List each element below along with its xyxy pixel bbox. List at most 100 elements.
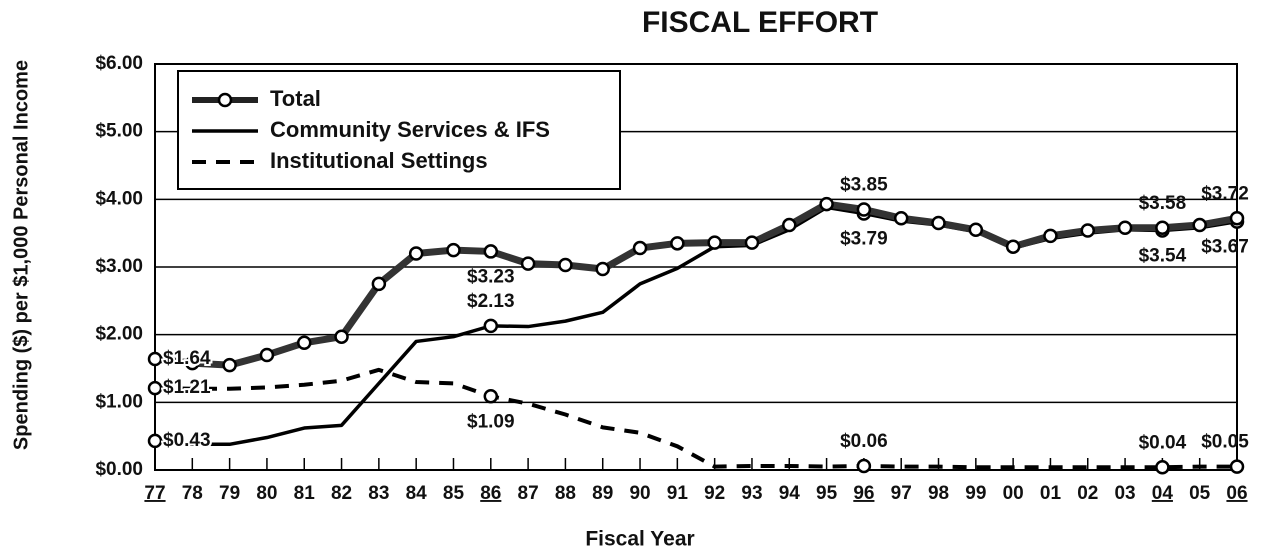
data-label: $3.67 [1201, 237, 1249, 258]
x-tick-label: 89 [592, 483, 613, 504]
data-label: $3.58 [1139, 193, 1187, 214]
point-marker [1080, 223, 1096, 238]
point-marker [483, 318, 499, 334]
x-tick-label: 06 [1226, 483, 1247, 504]
point-marker [222, 357, 237, 373]
x-tick-label: 05 [1189, 483, 1211, 504]
x-tick-label: 92 [704, 483, 725, 504]
legend-marker [217, 92, 233, 108]
point-marker [744, 235, 760, 250]
series-line [154, 200, 1238, 369]
point-marker [558, 257, 573, 273]
point-marker [371, 276, 387, 292]
x-tick-label: 88 [555, 483, 576, 504]
point-marker [968, 222, 984, 238]
point-marker [1043, 228, 1058, 244]
point-marker [1155, 460, 1170, 475]
x-tick-label: 99 [965, 483, 986, 504]
x-tick-label: 97 [891, 483, 912, 504]
point-marker [1229, 211, 1245, 226]
data-label: $0.06 [840, 431, 888, 452]
point-marker [856, 202, 872, 217]
point-marker [595, 261, 610, 277]
point-marker [782, 217, 797, 233]
point-marker [147, 380, 163, 396]
point-marker [147, 433, 163, 449]
point-marker [483, 244, 499, 259]
x-tick-label: 94 [779, 483, 801, 504]
y-tick-label: $2.00 [95, 324, 143, 345]
data-label: $1.09 [467, 411, 515, 432]
x-tick-label: 78 [182, 483, 203, 504]
y-tick-label: $1.00 [95, 391, 143, 412]
x-tick-label: 04 [1152, 483, 1174, 504]
point-marker [259, 347, 275, 363]
x-tick-label: 96 [853, 483, 874, 504]
legend-label: Total [270, 86, 321, 111]
data-label: $3.54 [1139, 245, 1187, 266]
x-tick-label: 84 [406, 483, 428, 504]
point-marker [1155, 220, 1170, 236]
point-marker [893, 211, 909, 226]
data-label: $3.85 [840, 174, 888, 195]
x-tick-label: 02 [1077, 483, 1098, 504]
point-marker [520, 256, 536, 271]
y-tick-label: $6.00 [95, 53, 143, 74]
point-marker [670, 236, 685, 251]
point-marker [185, 355, 200, 371]
x-tick-label: 90 [629, 483, 650, 504]
x-tick-label: 79 [219, 483, 240, 504]
x-tick-label: 98 [928, 483, 949, 504]
x-tick-label: 86 [480, 483, 501, 504]
x-tick-label: 82 [331, 483, 352, 504]
legend-label: Community Services & IFS [270, 117, 550, 142]
x-tick-label: 91 [667, 483, 689, 504]
legend: Total Community Services & IFS Institution… [177, 70, 621, 190]
point-marker [856, 458, 872, 474]
point-marker [446, 242, 461, 258]
data-label: $1.21 [163, 377, 211, 398]
data-label: $3.79 [840, 229, 888, 250]
data-label: $0.04 [1139, 432, 1187, 453]
data-label: $2.13 [467, 291, 515, 312]
x-tick-label: 01 [1040, 483, 1062, 504]
point-marker [483, 388, 499, 404]
data-label: $3.23 [467, 266, 515, 287]
chart-title: FISCAL EFFORT [642, 6, 878, 39]
point-marker [334, 329, 349, 344]
point-marker [819, 196, 834, 212]
x-tick-label: 00 [1003, 483, 1024, 504]
point-marker [1192, 217, 1207, 233]
x-tick-label: 83 [368, 483, 389, 504]
data-label: $0.05 [1201, 432, 1249, 453]
point-marker [147, 351, 163, 367]
y-tick-label: $4.00 [95, 188, 143, 209]
legend-label: Institutional Settings [270, 148, 488, 173]
y-tick-label: $5.00 [95, 121, 143, 142]
x-tick-label: 87 [518, 483, 539, 504]
point-marker [1005, 239, 1021, 254]
y-tick-label: $3.00 [95, 256, 143, 277]
y-axis-label: Spending ($) per $1,000 Personal Income [10, 60, 32, 450]
data-label: $0.43 [163, 430, 211, 451]
data-label: $1.64 [163, 348, 211, 369]
x-tick-label: 03 [1114, 483, 1135, 504]
data-label: $3.72 [1201, 183, 1249, 204]
point-marker [1229, 459, 1245, 474]
point-marker [707, 235, 722, 250]
x-tick-label: 85 [443, 483, 465, 504]
x-tick-label: 95 [816, 483, 838, 504]
point-marker [931, 215, 946, 231]
x-tick-label: 81 [294, 483, 316, 504]
y-tick-label: $0.00 [95, 459, 143, 480]
x-tick-label: 93 [741, 483, 762, 504]
x-tick-label: 77 [144, 483, 165, 504]
point-marker [408, 246, 424, 261]
point-marker [632, 240, 648, 256]
point-marker [1117, 220, 1133, 236]
x-axis-label: Fiscal Year [585, 528, 694, 551]
x-tick-label: 80 [256, 483, 277, 504]
point-marker [296, 335, 312, 351]
series-line [154, 367, 1237, 470]
